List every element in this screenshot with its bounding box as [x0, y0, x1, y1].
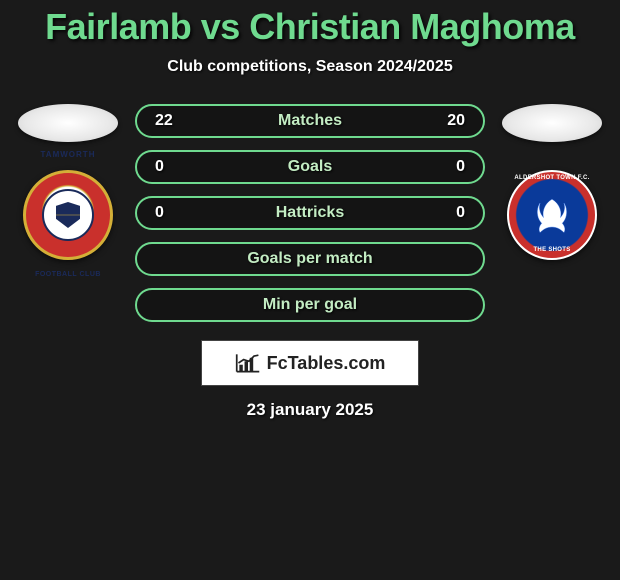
stat-row-min-per-goal: Min per goal — [135, 288, 485, 322]
page-title: Fairlamb vs Christian Maghoma — [0, 6, 620, 48]
stats-column: 22 Matches 20 0 Goals 0 0 Hattricks 0 Go… — [135, 104, 485, 322]
player-left-column: TAMWORTH FOOTBALL CLUB — [13, 104, 123, 260]
brand-label: FcTables.com — [267, 353, 386, 374]
badge-left-text-top: TAMWORTH — [41, 151, 96, 160]
badge-right-text-top: ALDERSHOT TOWN F.C. — [514, 175, 589, 182]
stat-row-hattricks: 0 Hattricks 0 — [135, 196, 485, 230]
chart-icon — [235, 352, 261, 374]
comparison-row: TAMWORTH FOOTBALL CLUB 22 Matches 20 0 G… — [0, 104, 620, 322]
stat-right-value: 0 — [435, 158, 465, 176]
player-right-photo — [502, 104, 602, 142]
stat-row-goals: 0 Goals 0 — [135, 150, 485, 184]
stat-left-value: 0 — [155, 204, 185, 222]
subtitle: Club competitions, Season 2024/2025 — [0, 58, 620, 76]
badge-left-text-bottom: FOOTBALL CLUB — [35, 271, 101, 279]
date-label: 23 january 2025 — [0, 400, 620, 420]
stat-row-matches: 22 Matches 20 — [135, 104, 485, 138]
stat-left-value: 0 — [155, 158, 185, 176]
stat-label: Matches — [185, 112, 435, 130]
phoenix-icon — [529, 192, 575, 238]
badge-left-inner — [42, 189, 94, 241]
club-badge-right: ALDERSHOT TOWN F.C. THE SHOTS — [507, 170, 597, 260]
badge-right-text-bottom: THE SHOTS — [533, 247, 570, 254]
stat-right-value: 0 — [435, 204, 465, 222]
stat-label: Min per goal — [185, 296, 435, 314]
stat-row-goals-per-match: Goals per match — [135, 242, 485, 276]
stat-right-value: 20 — [435, 112, 465, 130]
club-badge-left: TAMWORTH FOOTBALL CLUB — [23, 170, 113, 260]
brand-logo: FcTables.com — [201, 340, 419, 386]
player-left-photo — [18, 104, 118, 142]
stat-label: Hattricks — [185, 204, 435, 222]
shield-icon — [56, 202, 80, 228]
stat-label: Goals per match — [185, 250, 435, 268]
player-right-column: ALDERSHOT TOWN F.C. THE SHOTS — [497, 104, 607, 260]
comparison-card: Fairlamb vs Christian Maghoma Club compe… — [0, 0, 620, 420]
stat-left-value: 22 — [155, 112, 185, 130]
stat-label: Goals — [185, 158, 435, 176]
